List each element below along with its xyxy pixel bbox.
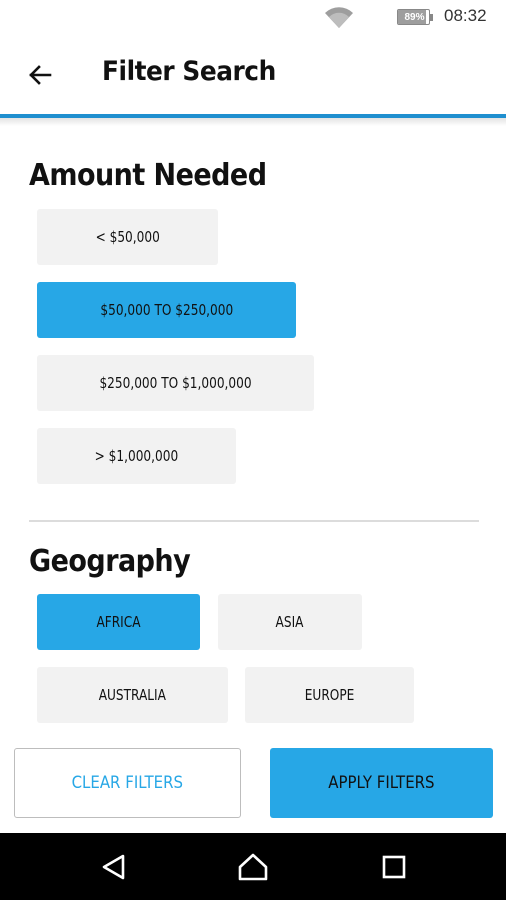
- section-divider: [29, 520, 479, 522]
- battery-percent: 89%: [404, 12, 425, 23]
- amount-option-over-1m[interactable]: > $1,000,000: [37, 428, 236, 484]
- clear-filters-button[interactable]: CLEAR FILTERS: [14, 748, 241, 818]
- geography-option-asia[interactable]: ASIA: [218, 594, 362, 650]
- chip-label: EUROPE: [304, 686, 355, 704]
- chip-label: ASIA: [276, 613, 304, 631]
- status-time: 08:32: [444, 6, 487, 25]
- chip-label: $250,000 TO $1,000,000: [99, 374, 252, 392]
- amount-option-under-50k[interactable]: < $50,000: [37, 209, 218, 265]
- geography-option-australia[interactable]: AUSTRALIA: [37, 667, 228, 723]
- page-title: Filter Search: [102, 56, 276, 87]
- arrow-left-icon[interactable]: [22, 58, 58, 94]
- chip-label: $50,000 TO $250,000: [100, 301, 233, 319]
- chip-label: > $1,000,000: [94, 447, 179, 465]
- amount-option-50k-250k[interactable]: $50,000 TO $250,000: [37, 282, 296, 338]
- amount-section-title: Amount Needed: [29, 158, 267, 193]
- clear-filters-label: CLEAR FILTERS: [71, 773, 184, 793]
- geography-section-title: Geography: [29, 544, 191, 579]
- home-icon[interactable]: [235, 849, 271, 885]
- geography-option-europe[interactable]: EUROPE: [245, 667, 414, 723]
- chip-label: AFRICA: [96, 613, 141, 631]
- apply-filters-label: APPLY FILTERS: [328, 773, 435, 793]
- chip-label: AUSTRALIA: [98, 686, 167, 704]
- apply-filters-button[interactable]: APPLY FILTERS: [270, 748, 493, 818]
- header-accent-line: [0, 114, 506, 118]
- status-bar: 89% 08:32: [0, 0, 506, 36]
- triangle-back-icon[interactable]: [96, 849, 132, 885]
- wifi-icon: [325, 7, 353, 29]
- battery-icon: 89%: [397, 9, 435, 27]
- square-recents-icon[interactable]: [376, 849, 412, 885]
- amount-option-250k-1m[interactable]: $250,000 TO $1,000,000: [37, 355, 314, 411]
- system-nav-bar: [0, 833, 506, 900]
- app-bar: Filter Search: [0, 36, 506, 114]
- chip-label: < $50,000: [95, 228, 160, 246]
- geography-option-africa[interactable]: AFRICA: [37, 594, 200, 650]
